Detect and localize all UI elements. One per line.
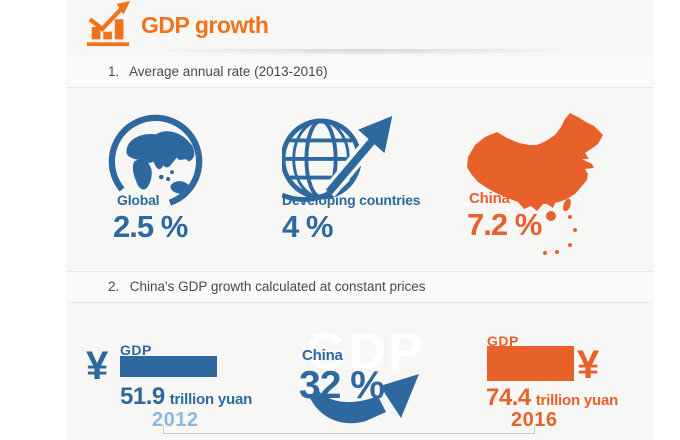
gdp-2016-amount: 74.4 trillion yuan	[486, 384, 618, 412]
section-1-heading: 1. Average annual rate (2013-2016)	[66, 57, 654, 88]
gdp-watermark: GDP	[306, 323, 425, 381]
section-1-title: Average annual rate (2013-2016)	[129, 64, 328, 79]
gdp-2016-value: 74.4	[486, 384, 531, 411]
bar-chart-growth-icon	[86, 1, 131, 47]
section-2-title: China's GDP growth calculated at constan…	[129, 279, 426, 294]
gdp-2012-label: GDP	[120, 342, 152, 358]
gdp-2012-bar	[120, 356, 217, 377]
stat-global-value: 2.5 %	[113, 209, 188, 244]
stat-china-label: China	[469, 190, 510, 207]
gdp-2016-bar	[487, 346, 574, 381]
stat-developing-value: 4 %	[282, 209, 333, 244]
year-2012: 2012	[152, 409, 199, 431]
page-title: GDP growth	[141, 12, 269, 38]
growth-arrow-icon	[310, 374, 419, 424]
section-2-number: 2.	[108, 279, 120, 294]
globe-earth-icon	[108, 114, 203, 209]
gdp-2012-unit: trillion yuan	[169, 391, 253, 408]
stat-china-value: 7.2 %	[467, 207, 542, 242]
yuan-symbol-2012-icon: ¥	[86, 344, 109, 388]
globe-arrow-icon	[282, 116, 393, 202]
header-shadow	[88, 49, 640, 58]
growth-china-label: China	[302, 347, 343, 364]
timeline-axis	[163, 426, 535, 434]
gdp-2012-amount: 51.9 trillion yuan	[120, 383, 252, 411]
china-map-icon	[467, 113, 603, 255]
section-2-heading: 2. China's GDP growth calculated at cons…	[66, 271, 654, 303]
stat-developing-label: Developing countries	[282, 192, 421, 208]
year-2016: 2016	[511, 409, 558, 431]
gdp-2012-value: 51.9	[120, 383, 165, 410]
gdp-2016-unit: trillion yuan	[535, 392, 619, 409]
stat-global-label: Global	[117, 192, 160, 208]
section-1-number: 1.	[108, 64, 120, 79]
gdp-2016-label: GDP	[487, 333, 519, 349]
yuan-symbol-2016-icon: ¥	[577, 343, 600, 387]
